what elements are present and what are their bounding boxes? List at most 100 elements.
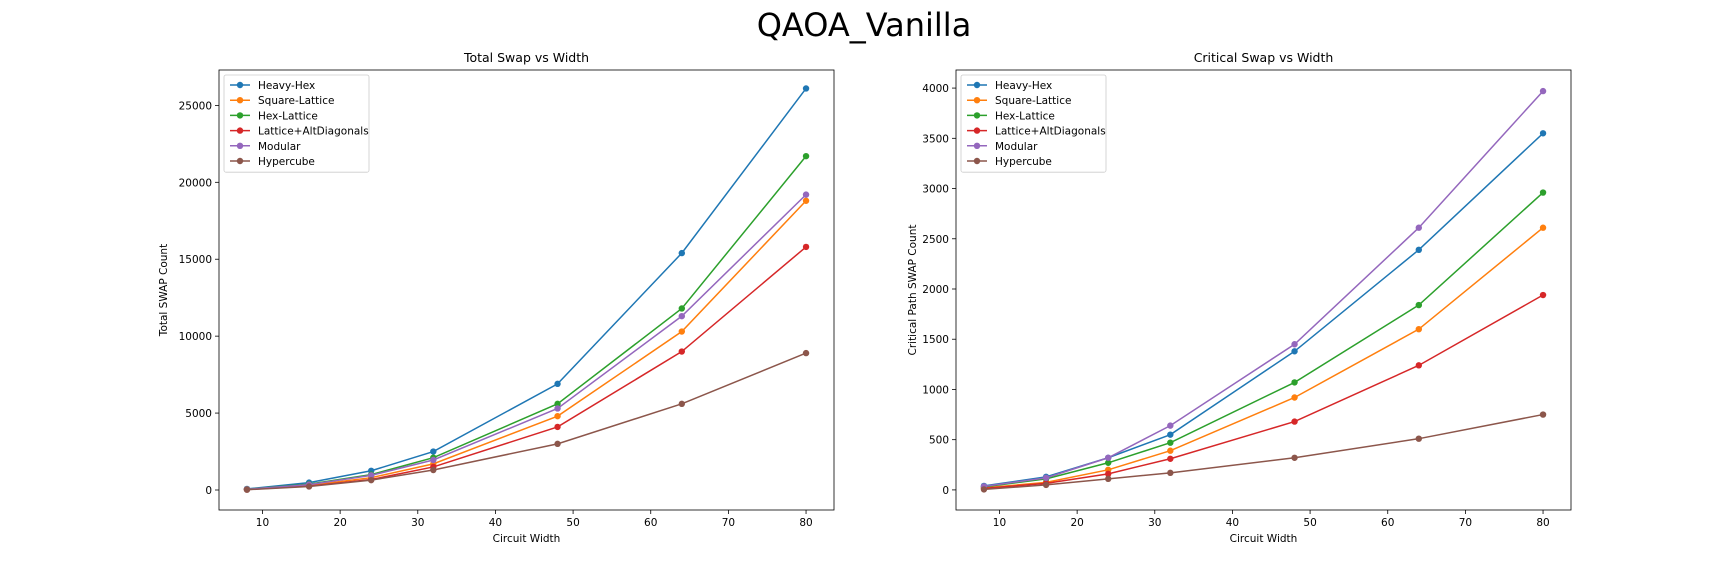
data-point — [430, 456, 437, 464]
legend-entry: Heavy-Hex — [230, 80, 315, 92]
x-tick-label: 20 — [1070, 517, 1083, 529]
legend-label: Square-Lattice — [258, 95, 334, 107]
data-point — [802, 191, 810, 198]
data-point — [1291, 379, 1298, 386]
x-tick-label: 70 — [1459, 517, 1472, 529]
legend-marker — [236, 112, 244, 119]
data-point — [802, 85, 810, 92]
legend-entry: Square-Lattice — [967, 95, 1071, 107]
legend-label: Modular — [258, 141, 301, 153]
series-line — [983, 294, 1544, 490]
data-point — [1415, 301, 1423, 309]
data-point — [802, 197, 810, 204]
x-tick-label: 70 — [722, 517, 735, 529]
series-line — [246, 200, 807, 491]
x-tick-label: 20 — [333, 517, 346, 529]
axes-frame — [218, 69, 835, 511]
data-point — [678, 305, 686, 312]
x-tick-label: 10 — [993, 517, 1006, 529]
legend-marker — [973, 157, 981, 165]
series-square-lattice — [980, 224, 1547, 492]
panel-title: Total Swap vs Width — [463, 50, 589, 65]
legend-marker — [973, 112, 981, 119]
legend-marker — [973, 127, 981, 134]
data-point — [802, 152, 810, 160]
data-point — [1167, 431, 1174, 438]
series-lattice-altdiagonals — [243, 243, 810, 493]
legend-label: Heavy-Hex — [995, 80, 1052, 92]
legend-marker — [236, 127, 244, 134]
total-swap-panel: 10 20 30 40 50 60 70 80 0 5000 10000 15000 20000 2500… — [158, 50, 835, 545]
data-point — [1167, 455, 1174, 462]
data-point — [678, 348, 686, 355]
y-tick-label: 3500 — [922, 133, 949, 145]
axes-frame — [955, 69, 1572, 511]
data-point — [1415, 435, 1423, 442]
y-tick-label: 2500 — [922, 234, 949, 246]
data-point — [1167, 422, 1174, 429]
data-point — [1539, 224, 1547, 231]
y-tick-label: 10000 — [179, 331, 212, 343]
data-point — [1167, 469, 1174, 477]
data-point — [1291, 418, 1298, 425]
legend-entry: Lattice+AltDiagonals — [967, 126, 1106, 138]
y-tick-label: 2000 — [922, 284, 949, 296]
data-point — [1539, 411, 1547, 418]
data-point — [802, 243, 810, 251]
data-point — [305, 483, 313, 490]
legend-entry: Modular — [230, 141, 301, 153]
legend-marker — [236, 142, 244, 149]
series-line — [983, 227, 1544, 489]
series-line — [983, 192, 1544, 488]
data-point — [1539, 291, 1547, 299]
legend-label: Hypercube — [995, 156, 1052, 168]
y-tick-label: 20000 — [179, 177, 212, 189]
data-point — [367, 472, 375, 479]
data-point — [1167, 439, 1174, 446]
x-tick-label: 10 — [256, 517, 269, 529]
y-tick-label: 3000 — [922, 184, 949, 196]
legend-entry: Hex-Lattice — [967, 110, 1055, 122]
figure-title: QAOA_Vanilla — [757, 6, 972, 44]
data-point — [678, 312, 686, 320]
legend-entry: Heavy-Hex — [967, 80, 1052, 92]
series-line — [983, 132, 1544, 487]
data-point — [1291, 394, 1298, 401]
legend: Heavy-Hex Square-Lattice Hex-Lattice Lattic… — [223, 74, 370, 173]
y-tick-label: 15000 — [179, 254, 212, 266]
legend-entry: Lattice+AltDiagonals — [230, 126, 369, 138]
data-point — [1291, 454, 1298, 461]
legend-entry: Hypercube — [967, 156, 1052, 168]
data-point — [1539, 189, 1547, 196]
data-point — [1539, 130, 1547, 137]
legend-label: Hex-Lattice — [258, 110, 318, 122]
x-axis-label: Circuit Width — [493, 533, 561, 545]
data-point — [243, 486, 251, 493]
x-tick-label: 30 — [411, 517, 424, 529]
legend-box — [960, 74, 1107, 173]
legend-label: Lattice+AltDiagonals — [995, 126, 1106, 138]
data-point — [1104, 475, 1112, 483]
data-point — [1415, 246, 1423, 254]
data-point — [1291, 348, 1298, 355]
legend-label: Square-Lattice — [995, 95, 1071, 107]
data-point — [678, 249, 686, 257]
data-point — [1104, 454, 1112, 461]
y-axis-label: Critical Path SWAP Count — [907, 225, 919, 356]
panel-title: Critical Swap vs Width — [1194, 50, 1334, 65]
x-tick-label: 40 — [489, 517, 502, 529]
data-point — [554, 405, 561, 412]
data-point — [430, 466, 437, 474]
series-line — [246, 246, 807, 491]
legend-marker — [973, 81, 981, 89]
data-point — [367, 476, 375, 484]
data-point — [678, 400, 686, 408]
legend-entry: Modular — [967, 141, 1038, 153]
data-point — [1415, 325, 1423, 333]
data-point — [554, 412, 561, 420]
data-point — [554, 440, 561, 448]
x-tick-label: 60 — [1381, 517, 1394, 529]
series-hex-lattice — [243, 152, 810, 493]
legend: Heavy-Hex Square-Lattice Hex-Lattice Lattic… — [960, 74, 1107, 173]
